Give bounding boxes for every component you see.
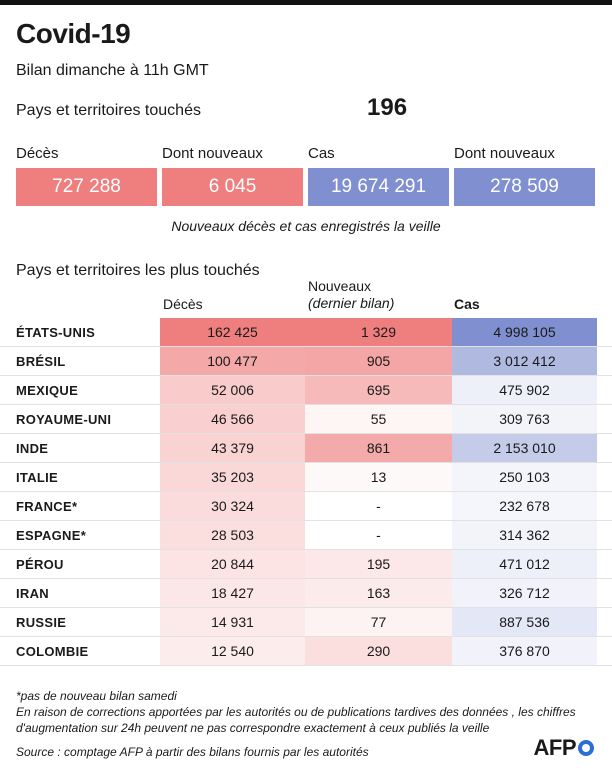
cell-nouveaux: 55 (305, 405, 452, 434)
stat-box-deces: 727 288 (16, 168, 157, 206)
cell-cas: 2 153 010 (452, 434, 597, 463)
stats-note: Nouveaux décès et cas enregistrés la vei… (171, 218, 441, 234)
cell-deces: 46 566 (160, 405, 305, 434)
page-subtitle: Bilan dimanche à 11h GMT (16, 62, 209, 79)
country-name: ROYAUME-UNI (16, 412, 112, 427)
cell-cas: 314 362 (452, 521, 597, 550)
table-row: PÉROU 20 844 195 471 012 (0, 550, 612, 579)
cell-deces: 52 006 (160, 376, 305, 405)
cell-nouveaux: - (305, 521, 452, 550)
cell-cas: 376 870 (452, 637, 597, 666)
afp-logo: AFP (533, 735, 594, 761)
country-name: INDE (16, 441, 49, 456)
country-name: ÉTATS-UNIS (16, 325, 96, 340)
cell-nouveaux: 163 (305, 579, 452, 608)
row-divider (0, 346, 612, 347)
country-name: BRÉSIL (16, 354, 66, 369)
column-header-deces: Décès (163, 296, 203, 312)
cell-cas: 887 536 (452, 608, 597, 637)
table-row: ROYAUME-UNI 46 566 55 309 763 (0, 405, 612, 434)
table-row: IRAN 18 427 163 326 712 (0, 579, 612, 608)
row-divider (0, 375, 612, 376)
cell-deces: 14 931 (160, 608, 305, 637)
cell-nouveaux: 1 329 (305, 318, 452, 347)
row-divider (0, 636, 612, 637)
row-divider (0, 665, 612, 666)
countries-label: Pays et territoires touchés (16, 102, 201, 119)
stat-label-new-deces: Dont nouveaux (162, 145, 263, 162)
cell-cas: 4 998 105 (452, 318, 597, 347)
page-title: Covid-19 (16, 18, 131, 49)
correction-note-line2: d'augmentation sur 24h peuvent ne pas co… (16, 721, 490, 735)
cell-nouveaux: - (305, 492, 452, 521)
cell-cas: 309 763 (452, 405, 597, 434)
afp-logo-text: AFP (533, 735, 577, 760)
correction-note-line1: En raison de corrections apportées par l… (16, 705, 576, 719)
country-name: RUSSIE (16, 615, 67, 630)
table-row: BRÉSIL 100 477 905 3 012 412 (0, 347, 612, 376)
table-row: ESPAGNE* 28 503-314 362 (0, 521, 612, 550)
row-divider (0, 578, 612, 579)
cell-deces: 20 844 (160, 550, 305, 579)
cell-cas: 3 012 412 (452, 347, 597, 376)
cell-deces: 100 477 (160, 347, 305, 376)
country-name: ESPAGNE* (16, 528, 87, 543)
table-row: RUSSIE 14 931 77 887 536 (0, 608, 612, 637)
row-divider (0, 462, 612, 463)
column-header-cas: Cas (454, 296, 480, 312)
cell-deces: 30 324 (160, 492, 305, 521)
cell-nouveaux: 77 (305, 608, 452, 637)
afp-logo-dot-icon (578, 740, 594, 756)
cell-deces: 12 540 (160, 637, 305, 666)
table-row: ÉTATS-UNIS 162 425 1 329 4 998 105 (0, 318, 612, 347)
cell-deces: 18 427 (160, 579, 305, 608)
cell-nouveaux: 290 (305, 637, 452, 666)
stat-label-new-cas: Dont nouveaux (454, 145, 555, 162)
country-name: FRANCE* (16, 499, 78, 514)
row-divider (0, 433, 612, 434)
source-note: Source : comptage AFP à partir des bilan… (16, 745, 369, 759)
row-divider (0, 491, 612, 492)
stat-box-new-cas: 278 509 (454, 168, 595, 206)
cell-nouveaux: 861 (305, 434, 452, 463)
stat-box-cas: 19 674 291 (308, 168, 449, 206)
stat-label-cas: Cas (308, 145, 335, 162)
top-bar (0, 0, 612, 5)
stat-box-new-deces: 6 045 (162, 168, 303, 206)
row-divider (0, 549, 612, 550)
country-name: COLOMBIE (16, 644, 89, 659)
cell-nouveaux: 13 (305, 463, 452, 492)
column-header-new-line1: Nouveaux (308, 278, 372, 294)
row-divider (0, 520, 612, 521)
cell-nouveaux: 905 (305, 347, 452, 376)
cell-cas: 250 103 (452, 463, 597, 492)
countries-count: 196 (367, 94, 408, 121)
table-row: COLOMBIE 12 540 290 376 870 (0, 637, 612, 666)
table-title: Pays et territoires les plus touchés (16, 262, 260, 279)
country-name: IRAN (16, 586, 49, 601)
cell-nouveaux: 695 (305, 376, 452, 405)
country-name: ITALIE (16, 470, 58, 485)
stat-label-deces: Décès (16, 145, 59, 162)
asterisk-note: *pas de nouveau bilan samedi (16, 689, 177, 703)
cell-deces: 162 425 (160, 318, 305, 347)
cell-cas: 475 902 (452, 376, 597, 405)
country-name: PÉROU (16, 557, 64, 572)
table-row: ITALIE 35 203 13 250 103 (0, 463, 612, 492)
cell-cas: 326 712 (452, 579, 597, 608)
cell-cas: 471 012 (452, 550, 597, 579)
cell-cas: 232 678 (452, 492, 597, 521)
cell-deces: 35 203 (160, 463, 305, 492)
row-divider (0, 607, 612, 608)
cell-deces: 28 503 (160, 521, 305, 550)
table-row: MEXIQUE 52 006 695 475 902 (0, 376, 612, 405)
country-name: MEXIQUE (16, 383, 79, 398)
table-row: INDE 43 379 861 2 153 010 (0, 434, 612, 463)
table-row: FRANCE* 30 324-232 678 (0, 492, 612, 521)
row-divider (0, 404, 612, 405)
column-header-new-line2: (dernier bilan) (308, 295, 395, 311)
cell-deces: 43 379 (160, 434, 305, 463)
cell-nouveaux: 195 (305, 550, 452, 579)
